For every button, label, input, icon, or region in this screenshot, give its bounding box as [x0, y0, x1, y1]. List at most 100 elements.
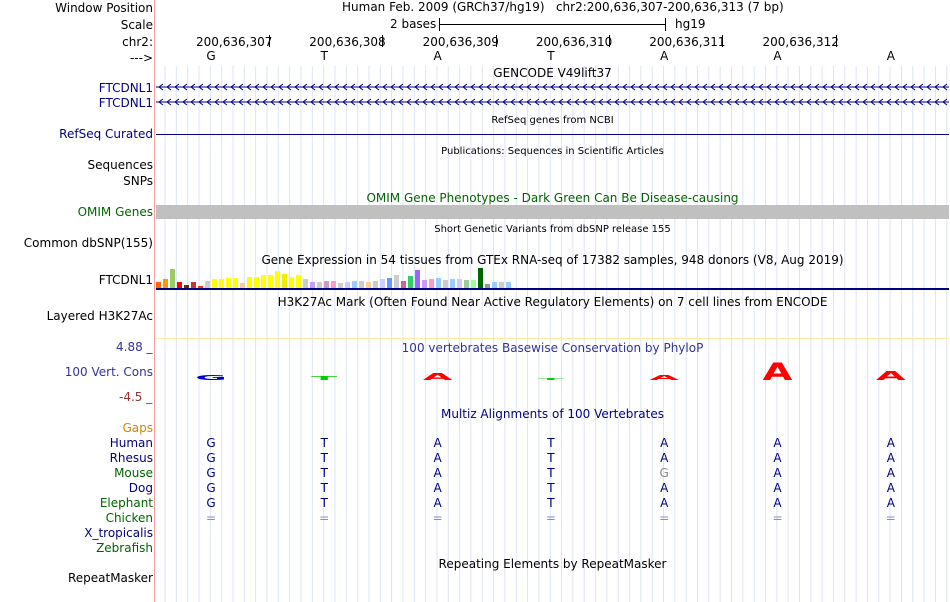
gencode-label-1[interactable]: FTCDNL1	[98, 81, 153, 95]
publications-label-snps[interactable]: SNPs	[123, 174, 153, 188]
species-label[interactable]: Mouse	[114, 466, 153, 480]
sequence-base: T	[547, 49, 555, 63]
strand-chevron	[222, 83, 228, 91]
alignment-base: A	[433, 496, 442, 510]
strand-chevron	[430, 98, 436, 106]
gencode-gene-lines[interactable]	[156, 80, 949, 112]
gtex-bar	[408, 276, 413, 288]
alignment-base: A	[886, 481, 895, 495]
strand-chevron	[422, 98, 428, 106]
alignment-base: A	[886, 451, 895, 465]
strand-chevron	[694, 98, 700, 106]
alignment-base: A	[433, 466, 442, 480]
strand-chevron	[798, 98, 804, 106]
strand-chevron	[822, 83, 828, 91]
strand-chevron	[534, 98, 540, 106]
ruler-tick	[269, 35, 270, 47]
alignment-base: A	[886, 436, 895, 450]
strand-chevron	[750, 98, 756, 106]
ruler-tick	[722, 35, 724, 47]
strand-chevron	[566, 83, 572, 91]
strand-chevron	[174, 83, 180, 91]
gtex-bar	[352, 281, 357, 288]
cons-glyph: A	[423, 371, 453, 382]
strand-chevron	[814, 83, 820, 91]
cons-label[interactable]: 100 Vert. Cons	[64, 365, 153, 379]
strand-chevron	[358, 83, 364, 91]
ruler-position: 200,636,312	[762, 35, 839, 49]
strand-chevron	[710, 83, 716, 91]
strand-chevron	[806, 98, 812, 106]
strand-chevron	[726, 83, 732, 91]
strand-chevron	[590, 98, 596, 106]
strand-chevron	[758, 83, 764, 91]
alignment-base: T	[547, 481, 555, 495]
strand-chevron	[406, 83, 412, 91]
species-label[interactable]: Zebrafish	[96, 541, 153, 555]
strand-chevron	[878, 83, 884, 91]
publications-label-sequences[interactable]: Sequences	[87, 158, 153, 172]
strand-chevron	[862, 83, 868, 91]
strand-chevron	[326, 83, 332, 91]
multiz-gaps-label[interactable]: Gaps	[122, 421, 153, 435]
gtex-bar	[436, 278, 441, 288]
strand-chevron	[718, 83, 724, 91]
strand-chevron	[742, 98, 748, 106]
h3k27ac-label[interactable]: Layered H3K27Ac	[46, 309, 153, 323]
species-label[interactable]: Dog	[128, 481, 153, 495]
window-position-label: Window Position	[55, 1, 153, 15]
cons-glyph: A	[763, 360, 793, 382]
strand-chevron	[494, 98, 500, 106]
scale-text: 2 bases	[390, 17, 437, 31]
omim-label[interactable]: OMIM Genes	[77, 205, 153, 219]
gtex-track-title: Gene Expression in 54 tissues from GTEx …	[261, 253, 844, 267]
alignment-base: =	[545, 511, 556, 525]
species-label[interactable]: Elephant	[99, 496, 153, 510]
gtex-bar	[296, 275, 301, 288]
strand-chevron	[510, 98, 516, 106]
species-label[interactable]: Chicken	[105, 511, 153, 525]
alignment-base: A	[433, 481, 442, 495]
alignment-base: G	[659, 466, 669, 480]
dbsnp-label[interactable]: Common dbSNP(155)	[23, 236, 153, 250]
strand-chevron	[438, 98, 444, 106]
strand-chevron	[878, 98, 884, 106]
strand-chevron	[790, 83, 796, 91]
alignment-base: =	[319, 511, 330, 525]
gtex-bar-chart[interactable]	[156, 266, 949, 292]
strand-chevron	[318, 98, 324, 106]
gtex-label[interactable]: FTCDNL1	[98, 273, 153, 287]
gencode-label-2[interactable]: FTCDNL1	[98, 96, 153, 110]
strand-chevron	[470, 98, 476, 106]
strand-chevron	[830, 98, 836, 106]
strand-chevron	[694, 83, 700, 91]
repeatmasker-label[interactable]: RepeatMasker	[67, 571, 153, 585]
omim-gene-bar[interactable]	[156, 205, 949, 219]
strand-chevron	[446, 83, 452, 91]
gtex-bar	[317, 282, 322, 288]
gtex-bar	[338, 283, 343, 288]
alignment-base: A	[886, 466, 895, 480]
sequence-base: A	[433, 49, 442, 63]
refseq-label[interactable]: RefSeq Curated	[59, 127, 153, 141]
strand-chevron	[870, 83, 876, 91]
strand-chevron	[214, 83, 220, 91]
species-label[interactable]: Rhesus	[109, 451, 153, 465]
strand-chevron	[358, 98, 364, 106]
cons-glyph: A	[649, 374, 680, 382]
sequence-base: G	[206, 49, 216, 63]
alignment-base: T	[320, 496, 328, 510]
strand-chevron	[766, 83, 772, 91]
strand-chevron	[294, 83, 300, 91]
strand-chevron	[366, 98, 372, 106]
strand-chevron	[926, 98, 932, 106]
species-label[interactable]: X_tropicalis	[84, 526, 153, 540]
alignment-base: T	[547, 496, 555, 510]
refseq-gene-line[interactable]	[156, 134, 949, 135]
strand-chevron	[310, 83, 316, 91]
strand-chevron	[302, 98, 308, 106]
strand-chevron	[886, 98, 892, 106]
species-label[interactable]: Human	[109, 436, 153, 450]
gtex-bar	[359, 281, 364, 288]
